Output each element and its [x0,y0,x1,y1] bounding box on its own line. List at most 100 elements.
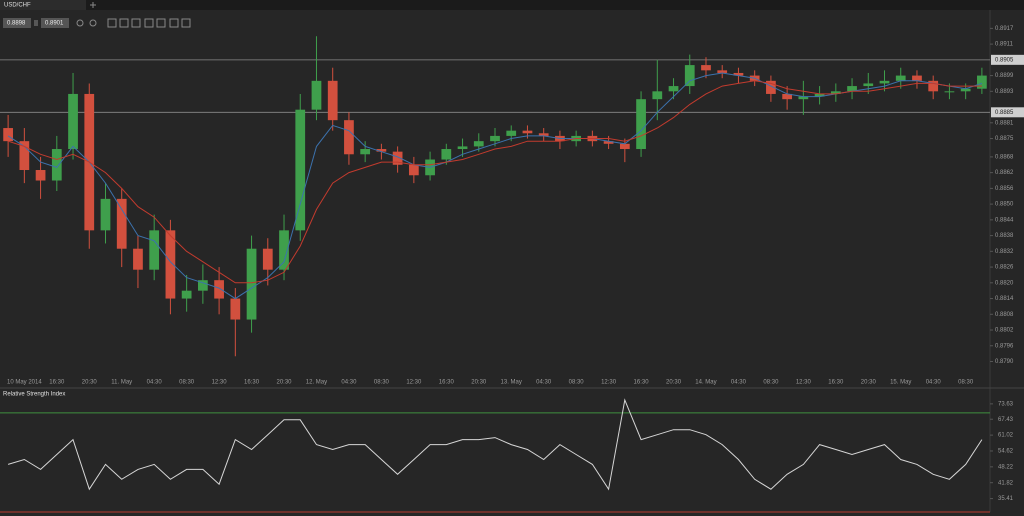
candle-body [165,230,176,299]
x-tick-label: 13. May [501,380,522,386]
x-tick-label: 15. May [890,380,911,386]
y-tick-label: 0.8832 [995,249,1014,255]
candle-body [490,135,500,142]
y-tick-label: 0.8881 [995,120,1014,126]
price-level-box [991,54,1024,65]
y-tick-label: 0.8844 [995,217,1014,223]
x-tick-label: 16:30 [439,380,455,386]
x-tick-label: 11. May [111,380,132,386]
moving-average [7,72,983,300]
candle-body [717,70,728,73]
x-tick-label: 14. May [695,380,716,386]
x-tick-label: 08:30 [179,380,195,386]
y-tick-label: 0.8856 [995,186,1014,192]
candle-body [912,75,922,81]
tab-bar [0,0,1024,10]
candle-body [847,86,857,92]
candle-body [246,248,257,320]
candle-body [830,91,841,94]
x-tick-label: 20:30 [277,380,293,386]
candle-body [522,130,533,134]
y-tick-label: 67.43 [998,417,1014,423]
x-tick-label: 16:30 [634,380,650,386]
x-tick-label: 08:30 [763,380,779,386]
ask-box[interactable] [41,18,69,28]
y-tick-label: 0.8899 [995,73,1014,79]
candle-body [19,141,30,171]
x-tick-label: 20:30 [666,380,682,386]
zoom-in[interactable] [76,19,84,27]
candle-body [344,120,354,155]
price-level-label: 0.8905 [995,57,1014,63]
y-tick-label: 0.8850 [995,202,1014,208]
candle-body [133,248,143,270]
candle-body [311,80,322,110]
x-tick-label: 16:30 [828,380,844,386]
candle-body [198,280,208,291]
toolbar [76,18,191,28]
y-tick-label: 0.8802 [995,328,1014,334]
candle-body [798,96,809,100]
x-tick-label: 12. May [306,380,327,386]
candle-body [327,80,338,121]
tool-button[interactable] [169,18,179,28]
candle-body [35,170,46,181]
tool-button[interactable] [119,18,129,28]
candle-body [3,128,13,142]
candle-body [538,133,549,136]
y-tick-label: 61.02 [998,433,1014,439]
y-tick-label: 54.62 [998,449,1014,455]
candle-body [262,248,273,270]
tab-label: USD/CHF [4,3,31,9]
y-tick-label: 0.8868 [995,154,1014,160]
y-tick-label: 0.8875 [995,136,1014,142]
candle-body [895,75,906,81]
tab[interactable] [0,0,86,10]
tool-button[interactable] [131,18,141,28]
candle-body [230,298,241,320]
x-tick-label: 10 May 2014 [7,380,42,386]
candle-body [619,143,630,150]
x-tick-label: 04:30 [731,380,747,386]
y-tick-label: 0.8820 [995,280,1014,286]
candle-body [636,99,646,150]
y-tick-label: 0.8838 [995,233,1014,239]
tool-button[interactable] [156,18,166,28]
x-tick-label: 08:30 [569,380,585,386]
tool-button[interactable] [107,18,117,28]
quote-separator [34,20,38,26]
candle-body [977,75,987,89]
add-tab-button[interactable] [90,2,96,8]
candle-body [668,86,679,92]
candle-body [51,149,62,181]
candle-body [863,83,874,87]
candle-body [441,149,452,160]
tool-button[interactable] [181,18,191,28]
x-tick-label: 12:30 [406,380,422,386]
candle-body [392,151,403,165]
y-tick-label: 41.82 [998,480,1014,486]
y-tick-label: 0.8796 [995,343,1014,349]
y-tick-label: 0.8814 [995,296,1014,302]
moving-average [7,80,982,284]
zoom-out[interactable] [89,19,97,27]
bid-box[interactable] [3,18,31,28]
candle-body [733,72,744,76]
candle-body [68,93,78,150]
y-tick-label: 0.8790 [995,359,1014,365]
candle-body [879,80,890,84]
candle-body [181,290,192,299]
y-tick-label: 48.22 [998,464,1014,470]
tool-button[interactable] [144,18,154,28]
candle-body [652,91,663,100]
candle-body [360,149,371,155]
candle-body [279,230,289,270]
candle-body [376,149,387,152]
price-level-label: 0.8885 [995,110,1014,116]
candle-body [960,88,971,92]
x-tick-label: 12:30 [796,380,812,386]
y-tick-label: 73.63 [998,401,1014,407]
ask-price: 0.8901 [45,21,64,27]
candle-body [603,141,614,144]
